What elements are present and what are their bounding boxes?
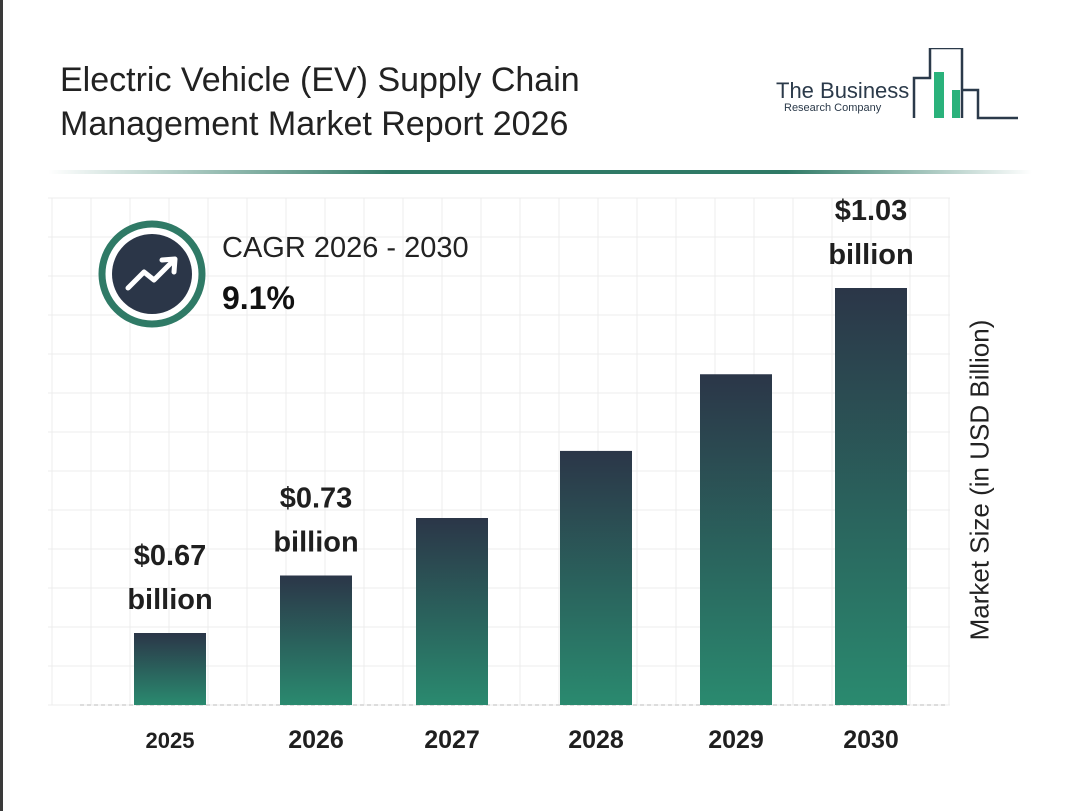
logo-text-primary: The Business <box>776 78 910 103</box>
logo-buildings-icon <box>912 48 1018 120</box>
data-label: billion <box>273 527 358 559</box>
data-label: $0.73 <box>280 483 353 515</box>
bar-2030 <box>835 288 907 705</box>
trend-up-icon <box>98 220 206 328</box>
cagr-value: 9.1% <box>222 280 295 316</box>
x-tick-label: 2025 <box>146 728 195 753</box>
bar-2027 <box>416 518 488 705</box>
chart-grid <box>48 197 950 706</box>
company-logo: The Business Research Company <box>776 48 1026 128</box>
x-tick-label: 2027 <box>424 726 480 754</box>
chart-bars <box>134 288 907 705</box>
data-label: $1.03 <box>835 195 908 227</box>
chart-data-labels: $0.67 billion $0.73 billion $1.03 billion <box>127 195 913 616</box>
x-tick-label: 2026 <box>288 726 344 754</box>
logo-text-secondary: Research Company <box>784 102 882 114</box>
data-label: $0.67 <box>134 540 207 572</box>
y-axis-label: Market Size (in USD Billion) <box>964 319 995 641</box>
data-label: billion <box>127 584 212 616</box>
bar-2029 <box>700 374 772 705</box>
frame-border <box>0 0 3 811</box>
title-line-1: Electric Vehicle (EV) Supply Chain <box>60 61 580 99</box>
x-tick-label: 2030 <box>843 726 899 754</box>
chart-x-ticks: 2025 2026 2027 2028 2029 2030 <box>146 726 899 754</box>
x-tick-label: 2028 <box>568 726 624 754</box>
x-tick-label: 2029 <box>708 726 764 754</box>
bar-2028 <box>560 450 632 705</box>
bar-2026 <box>280 575 352 705</box>
bar-2025 <box>134 633 206 705</box>
page-title: Electric Vehicle (EV) Supply Chain Manag… <box>60 58 700 146</box>
header-divider <box>48 170 1032 174</box>
cagr-label: CAGR 2026 - 2030 <box>222 232 469 264</box>
data-label: billion <box>828 239 913 271</box>
title-line-2: Management Market Report 2026 <box>60 105 569 143</box>
